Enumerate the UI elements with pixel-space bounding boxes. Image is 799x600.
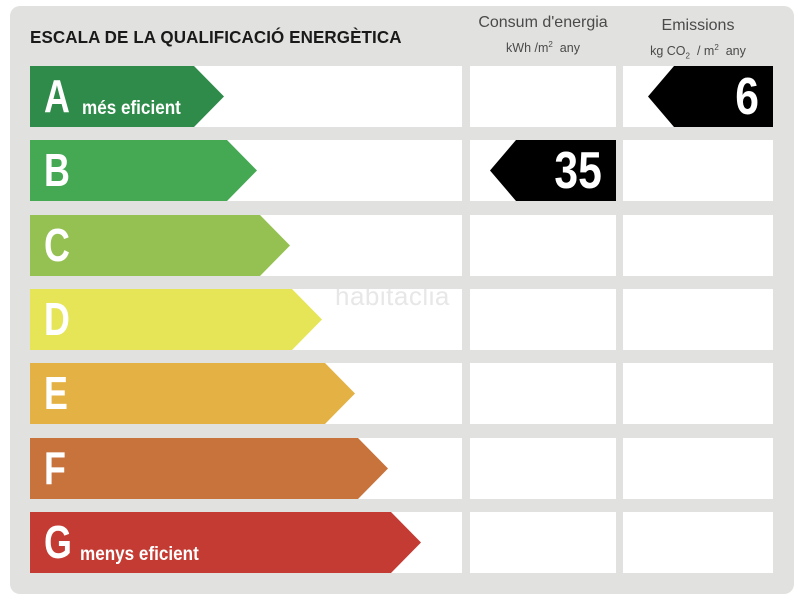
consumption-header-unit: kWh /m2 any: [506, 40, 580, 56]
cons-cell-c: [470, 215, 616, 276]
emis-cell-c: [623, 215, 773, 276]
emissions-header-label: Emissions: [661, 17, 735, 34]
consumption-header: Consum d'energia kWh /m2 any: [470, 14, 616, 56]
consumption-badge: 35: [490, 140, 616, 201]
emis-cell-g: [623, 512, 773, 573]
consumption-header-label: Consum d'energia: [478, 14, 608, 31]
class-letter-c: C: [44, 219, 70, 271]
cons-cell-f: [470, 438, 616, 499]
emissions-badge: 6: [648, 66, 773, 127]
class-letter-f: F: [44, 442, 66, 494]
cons-cell-a: [470, 66, 616, 127]
consumption-badge-value: 35: [554, 142, 602, 200]
cons-cell-g: [470, 512, 616, 573]
class-letter-g: G: [44, 516, 72, 568]
emis-cell-e: [623, 363, 773, 424]
cons-cell-e: [470, 363, 616, 424]
class-arrow-c: C: [30, 215, 290, 276]
page-title: ESCALA DE LA QUALIFICACIÓ ENERGÈTICA: [30, 27, 402, 48]
class-letter-e: E: [44, 367, 68, 419]
emis-cell-b: [623, 140, 773, 201]
emissions-header-unit: kg CO2 / m2 any: [650, 43, 746, 61]
class-arrow-f: F: [30, 438, 388, 499]
class-subtitle-a: més eficient: [82, 98, 181, 119]
class-subtitle-g: menys eficient: [80, 544, 199, 565]
class-letter-a: A: [44, 70, 70, 122]
class-arrow-e: E: [30, 363, 355, 424]
watermark: habitaclia: [335, 281, 450, 311]
emis-cell-f: [623, 438, 773, 499]
emis-cell-d: [623, 289, 773, 350]
class-arrow-b: B: [30, 140, 257, 201]
class-letter-b: B: [44, 144, 70, 196]
emissions-header: Emissions kg CO2 / m2 any: [623, 17, 773, 65]
class-letter-d: D: [44, 293, 70, 345]
emissions-badge-value: 6: [735, 68, 759, 126]
class-arrow-d: D: [30, 289, 322, 350]
cons-cell-d: [470, 289, 616, 350]
